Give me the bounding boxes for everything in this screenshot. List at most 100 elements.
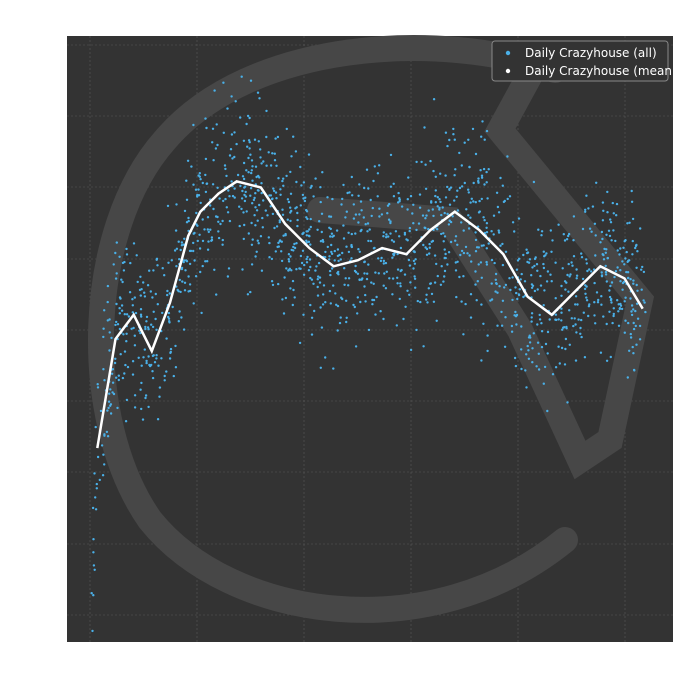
scatter-point	[525, 353, 528, 356]
scatter-point	[427, 287, 430, 290]
scatter-point	[222, 131, 225, 134]
scatter-point	[434, 175, 437, 178]
scatter-point	[464, 245, 468, 249]
scatter-point	[574, 323, 577, 326]
scatter-point	[262, 160, 265, 163]
scatter-point	[628, 221, 631, 224]
scatter-point	[619, 302, 622, 306]
scatter-point	[460, 185, 464, 188]
scatter-point	[230, 95, 233, 98]
scatter-point	[209, 204, 212, 207]
scatter-point	[398, 297, 401, 301]
scatter-point	[601, 201, 605, 204]
scatter-point	[248, 147, 251, 150]
scatter-point	[414, 258, 417, 261]
scatter-point	[155, 357, 158, 360]
scatter-point	[424, 163, 427, 166]
scatter-point	[375, 295, 378, 299]
scatter-point	[131, 304, 134, 307]
scatter-point	[242, 211, 245, 214]
scatter-point	[388, 277, 391, 280]
scatter-point	[322, 284, 326, 287]
scatter-point	[409, 194, 413, 198]
scatter-point	[575, 277, 578, 280]
scatter-point	[92, 564, 96, 567]
scatter-point	[563, 363, 567, 366]
scatter-point	[107, 400, 111, 403]
scatter-point	[299, 204, 302, 207]
scatter-point	[196, 239, 199, 243]
scatter-point	[525, 248, 528, 251]
scatter-point	[522, 295, 525, 299]
scatter-point	[616, 266, 619, 269]
scatter-point	[625, 250, 628, 254]
scatter-point	[127, 315, 131, 318]
scatter-point	[465, 208, 468, 211]
scatter-point	[131, 298, 134, 301]
scatter-point	[330, 267, 334, 270]
scatter-point	[440, 232, 443, 236]
scatter-point	[469, 216, 472, 219]
scatter-point	[510, 330, 514, 333]
scatter-point	[115, 241, 119, 244]
scatter-point	[623, 300, 626, 303]
scatter-point	[151, 376, 155, 380]
scatter-point	[347, 250, 351, 254]
scatter-point	[145, 361, 148, 365]
scatter-point	[287, 269, 290, 272]
scatter-point	[193, 259, 196, 262]
scatter-point	[290, 248, 293, 252]
scatter-point	[245, 210, 248, 213]
scatter-point	[387, 218, 391, 221]
scatter-point	[429, 159, 432, 163]
scatter-point	[565, 327, 568, 330]
scatter-point	[431, 208, 434, 211]
scatter-point	[485, 263, 489, 266]
scatter-point	[539, 284, 543, 287]
scatter-point	[544, 254, 547, 257]
scatter-point	[372, 247, 376, 250]
scatter-point	[612, 229, 615, 232]
scatter-point	[499, 244, 502, 247]
scatter-point	[372, 179, 375, 183]
scatter-point	[574, 295, 578, 298]
scatter-point	[511, 298, 514, 302]
scatter-point	[371, 206, 374, 210]
scatter-point	[536, 323, 539, 326]
scatter-point	[316, 228, 319, 231]
scatter-point	[629, 332, 632, 336]
scatter-point	[379, 259, 383, 263]
scatter-point	[183, 209, 187, 213]
scatter-point	[287, 260, 291, 263]
scatter-point	[293, 246, 297, 250]
scatter-point	[453, 138, 456, 141]
scatter-point	[163, 274, 166, 277]
scatter-point	[630, 304, 634, 307]
scatter-point	[335, 229, 339, 232]
scatter-point	[206, 248, 210, 251]
scatter-point	[110, 372, 114, 375]
scatter-point	[302, 197, 305, 200]
scatter-point	[242, 177, 246, 181]
scatter-point	[480, 303, 483, 306]
scatter-point	[301, 249, 305, 252]
scatter-point	[188, 283, 192, 286]
scatter-point	[364, 300, 367, 303]
scatter-point	[292, 245, 295, 249]
scatter-point	[602, 209, 605, 212]
scatter-point	[258, 203, 261, 207]
scatter-point	[408, 229, 411, 233]
scatter-point	[228, 195, 231, 198]
scatter-point	[636, 289, 639, 292]
scatter-point	[206, 216, 210, 219]
scatter-point	[270, 197, 274, 201]
scatter-point	[189, 249, 193, 253]
scatter-point	[228, 219, 232, 223]
scatter-point	[279, 188, 282, 191]
scatter-point	[123, 260, 126, 264]
scatter-point	[373, 165, 376, 168]
scatter-point	[500, 324, 504, 327]
scatter-point	[271, 152, 274, 155]
scatter-point	[336, 248, 340, 251]
scatter-point	[108, 349, 111, 352]
